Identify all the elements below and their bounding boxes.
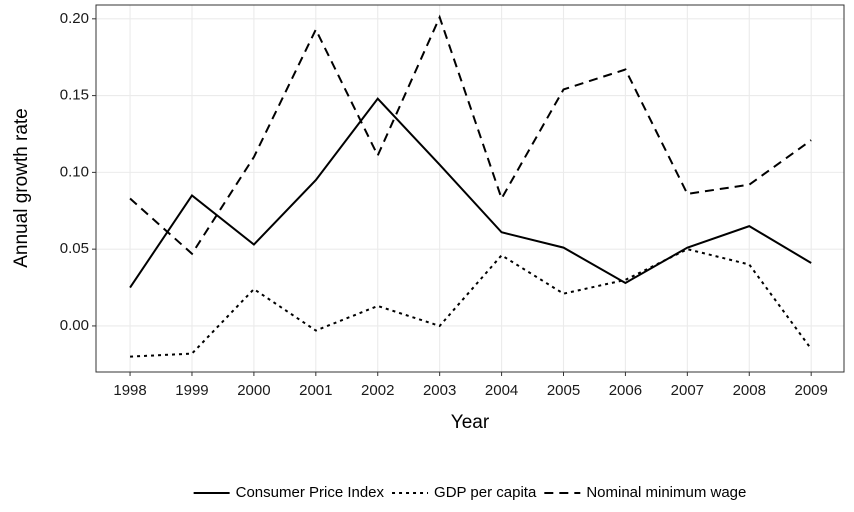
series-line [129, 97, 812, 289]
legend-label: GDP per capita [434, 484, 537, 501]
x-tick-label: 2000 [237, 382, 270, 399]
x-tick-label: 2006 [609, 382, 642, 399]
series-line [130, 248, 812, 358]
y-tick-label: 0.10 [60, 163, 89, 180]
y-tick-label: 0.05 [60, 240, 89, 257]
x-tick-label: 1998 [113, 382, 146, 399]
series-line [129, 14, 812, 256]
x-tick-label: 2001 [299, 382, 332, 399]
x-tick-label: 2004 [485, 382, 518, 399]
plot-background [96, 5, 844, 372]
x-tick-label: 2009 [794, 382, 827, 399]
legend-label: Nominal minimum wage [586, 484, 746, 501]
legend-label: Consumer Price Index [236, 484, 385, 501]
x-tick-label: 2003 [423, 382, 456, 399]
x-tick-label: 2007 [671, 382, 704, 399]
y-axis-title: Annual growth rate [11, 108, 32, 268]
y-tick-label: 0.20 [60, 10, 89, 27]
x-tick-label: 2002 [361, 382, 394, 399]
x-tick-label: 1999 [175, 382, 208, 399]
x-axis-title: Year [451, 412, 490, 433]
y-tick-label: 0.15 [60, 87, 89, 104]
legend: Consumer Price Index GDP per capita Nomina… [193, 484, 746, 501]
x-tick-label: 2008 [733, 382, 766, 399]
y-tick-label: 0.00 [60, 317, 89, 334]
x-tick-label: 2005 [547, 382, 580, 399]
plot-border [95, 4, 845, 373]
